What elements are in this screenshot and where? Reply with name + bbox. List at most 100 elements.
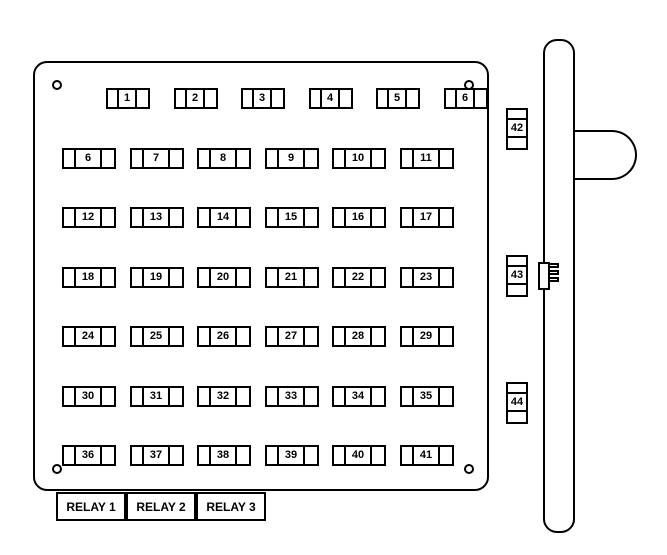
fuse-41: 41 bbox=[400, 445, 454, 466]
fuse-blade-right bbox=[237, 447, 249, 464]
fuse-36: 36 bbox=[62, 445, 116, 466]
fuse-number: 1 bbox=[119, 90, 137, 107]
fuse-blade-left bbox=[402, 328, 414, 345]
fuse-number: 33 bbox=[279, 388, 305, 405]
fuse-number: 38 bbox=[211, 447, 237, 464]
fuse-number: 18 bbox=[76, 269, 102, 286]
fuse-number: 22 bbox=[346, 269, 372, 286]
fuse-blade-left bbox=[64, 269, 76, 286]
fuse-box-diagram: 1234566789101112131415161718192021222324… bbox=[0, 0, 667, 555]
fuse-blade-right bbox=[170, 150, 182, 167]
fuse-blade-left bbox=[334, 388, 346, 405]
fuse-44: 44 bbox=[506, 382, 528, 424]
fuse-33: 33 bbox=[265, 386, 319, 407]
fuse-blade-right bbox=[305, 209, 317, 226]
fuse-blade-right bbox=[440, 209, 452, 226]
fuse-blade-right bbox=[305, 150, 317, 167]
fuse-29: 29 bbox=[400, 326, 454, 347]
fuse-blade-right bbox=[407, 90, 418, 107]
fuse-number: 5 bbox=[389, 90, 407, 107]
fuse-blade-left bbox=[199, 388, 211, 405]
fuse-number: 4 bbox=[322, 90, 340, 107]
fuse-blade-right bbox=[340, 90, 351, 107]
fuse-blade-right bbox=[205, 90, 216, 107]
fuse-blade-left bbox=[267, 447, 279, 464]
fuse-14: 14 bbox=[197, 207, 251, 228]
fuse-blade-left bbox=[402, 447, 414, 464]
fuse-28: 28 bbox=[332, 326, 386, 347]
fuse-number: 23 bbox=[414, 269, 440, 286]
fuse-number: 30 bbox=[76, 388, 102, 405]
fuse-24: 24 bbox=[62, 326, 116, 347]
fuse-blade-left bbox=[132, 269, 144, 286]
fuse-9: 9 bbox=[265, 148, 319, 169]
fuse-18: 18 bbox=[62, 267, 116, 288]
fuse-35: 35 bbox=[400, 386, 454, 407]
fuse-12: 12 bbox=[62, 207, 116, 228]
fuse-blade-left bbox=[267, 209, 279, 226]
fuse-15: 15 bbox=[265, 207, 319, 228]
fuse-blade-right bbox=[102, 447, 114, 464]
fuse-number: 14 bbox=[211, 209, 237, 226]
fuse-blade-right bbox=[372, 269, 384, 286]
fuse-blade-left bbox=[64, 209, 76, 226]
fuse-blade-left bbox=[108, 90, 119, 107]
fuse-43: 43 bbox=[506, 255, 528, 297]
connector-pin bbox=[550, 270, 559, 275]
fuse-blade-right bbox=[372, 328, 384, 345]
relay-1: RELAY 1 bbox=[56, 492, 126, 521]
fuse-blade-right bbox=[170, 209, 182, 226]
fuse-number: 36 bbox=[76, 447, 102, 464]
fuse-number: 21 bbox=[279, 269, 305, 286]
fuse-number: 34 bbox=[346, 388, 372, 405]
fuse-blade-left bbox=[132, 388, 144, 405]
fuse-blade-right bbox=[372, 209, 384, 226]
fuse-blade-left bbox=[243, 90, 254, 107]
fuse-blade-left bbox=[199, 150, 211, 167]
fuse-blade-right bbox=[137, 90, 148, 107]
fuse-number: 42 bbox=[508, 120, 526, 138]
fuse-blade-left bbox=[64, 150, 76, 167]
fuse-number: 2 bbox=[187, 90, 205, 107]
fuse-blade-left bbox=[334, 209, 346, 226]
fuse-blade-right bbox=[305, 447, 317, 464]
fuse-number: 9 bbox=[279, 150, 305, 167]
fuse-blade-right bbox=[102, 328, 114, 345]
fuse-20: 20 bbox=[197, 267, 251, 288]
fuse-blade-right bbox=[237, 328, 249, 345]
screw-3 bbox=[52, 464, 62, 474]
fuse-blade-right bbox=[237, 209, 249, 226]
fuse-number: 16 bbox=[346, 209, 372, 226]
side-cap bbox=[575, 130, 637, 180]
fuse-blade-right bbox=[170, 447, 182, 464]
fuse-number: 39 bbox=[279, 447, 305, 464]
fuse-13: 13 bbox=[130, 207, 184, 228]
fuse-number: 20 bbox=[211, 269, 237, 286]
fuse-blade-right bbox=[440, 447, 452, 464]
connector-pins bbox=[550, 263, 559, 284]
fuse-number: 28 bbox=[346, 328, 372, 345]
fuse-number: 8 bbox=[211, 150, 237, 167]
fuse-number: 26 bbox=[211, 328, 237, 345]
fuse-blade-right bbox=[372, 388, 384, 405]
fuse-blade-right bbox=[305, 328, 317, 345]
fuse-blade-left bbox=[402, 209, 414, 226]
fuse-blade-right bbox=[102, 269, 114, 286]
fuse-34: 34 bbox=[332, 386, 386, 407]
fuse-blade-left bbox=[311, 90, 322, 107]
fuse-blade-top bbox=[508, 257, 526, 267]
fuse-19: 19 bbox=[130, 267, 184, 288]
fuse-blade-right bbox=[305, 388, 317, 405]
fuse-blade-right bbox=[170, 328, 182, 345]
fuse-6: 6 bbox=[62, 148, 116, 169]
fuse-blade-left bbox=[378, 90, 389, 107]
fuse-blade-right bbox=[102, 388, 114, 405]
fuse-blade-left bbox=[267, 269, 279, 286]
fuse-blade-right bbox=[170, 388, 182, 405]
fuse-blade-right bbox=[440, 388, 452, 405]
connector-pin bbox=[550, 277, 559, 282]
fuse-blade-top bbox=[508, 110, 526, 120]
fuse-31: 31 bbox=[130, 386, 184, 407]
fuse-blade-left bbox=[334, 328, 346, 345]
fuse-blade-left bbox=[402, 269, 414, 286]
